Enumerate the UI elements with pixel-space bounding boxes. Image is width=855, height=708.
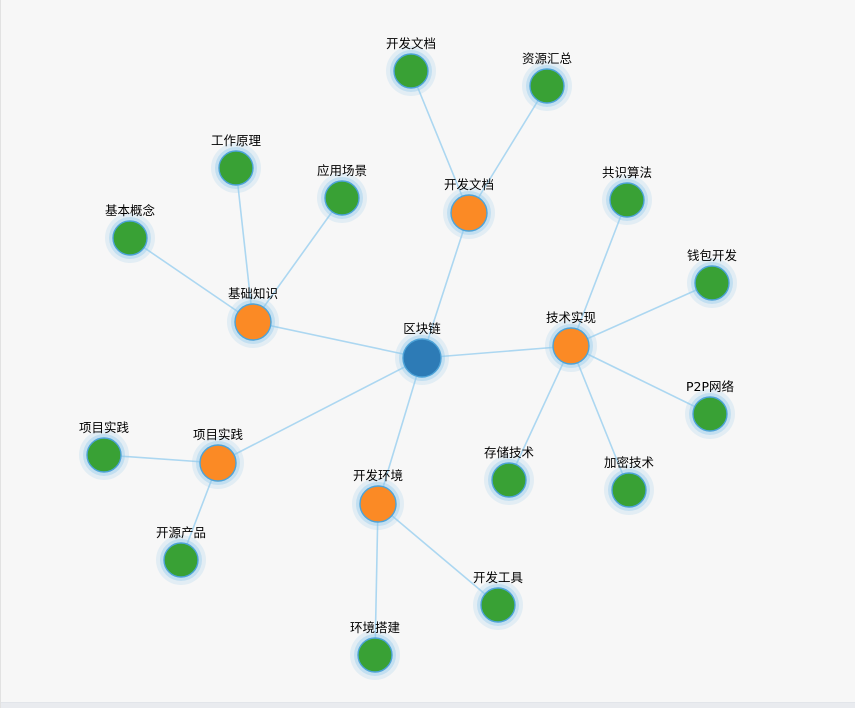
node-circle[interactable] (86, 437, 122, 473)
graph-edge-n5-n18 (374, 503, 379, 656)
graph-edge-n1-n7 (235, 167, 254, 323)
graph-node-n17[interactable] (156, 535, 206, 585)
graph-edge-n4-n16 (103, 454, 219, 464)
node-circle[interactable] (450, 194, 488, 232)
graph-edge-n0-n5 (377, 357, 423, 505)
node-circle[interactable] (692, 396, 728, 432)
graph-node-n0[interactable] (395, 331, 449, 385)
node-circle[interactable] (112, 220, 148, 256)
graph-edge-n3-n14 (570, 345, 630, 491)
graph-node-n2[interactable] (443, 187, 495, 239)
graph-node-n7[interactable] (211, 143, 261, 193)
graph-edge-n2-n9 (410, 70, 470, 214)
graph-node-n14[interactable] (604, 465, 654, 515)
bottom-scrollbar-track[interactable] (1, 702, 855, 708)
node-circle[interactable] (359, 485, 397, 523)
graph-node-n13[interactable] (685, 389, 735, 439)
node-circle[interactable] (393, 53, 429, 89)
node-circle[interactable] (480, 587, 516, 623)
node-circle[interactable] (611, 472, 647, 508)
node-circle[interactable] (609, 182, 645, 218)
node-circle[interactable] (218, 150, 254, 186)
graph-edge-n0-n2 (421, 212, 470, 359)
node-circle[interactable] (491, 462, 527, 498)
graph-edge-n3-n15 (508, 345, 572, 481)
graph-edge-n0-n1 (252, 321, 423, 359)
graph-edge-n3-n12 (570, 282, 713, 347)
node-circle[interactable] (163, 542, 199, 578)
graph-node-n10[interactable] (522, 61, 572, 111)
graph-node-n19[interactable] (473, 580, 523, 630)
graph-node-n11[interactable] (602, 175, 652, 225)
graph-edge-n1-n6 (129, 237, 254, 323)
node-circle[interactable] (357, 637, 393, 673)
graph-edge-n0-n3 (421, 345, 572, 359)
node-circle[interactable] (694, 265, 730, 301)
graph-edge-n0-n4 (217, 357, 423, 464)
graph-node-n1[interactable] (227, 296, 279, 348)
graph-edge-n5-n19 (377, 503, 499, 606)
graph-node-n16[interactable] (79, 430, 129, 480)
graph-node-n12[interactable] (687, 258, 737, 308)
graph-edge-n1-n8 (252, 197, 343, 323)
graph-node-n18[interactable] (350, 630, 400, 680)
graph-edge-n3-n11 (570, 199, 628, 347)
graph-node-n9[interactable] (386, 46, 436, 96)
node-circle[interactable] (234, 303, 272, 341)
node-circle[interactable] (529, 68, 565, 104)
node-circle[interactable] (324, 180, 360, 216)
graph-node-n6[interactable] (105, 213, 155, 263)
graph-node-n8[interactable] (317, 173, 367, 223)
graph-node-n5[interactable] (352, 478, 404, 530)
graph-node-n4[interactable] (192, 437, 244, 489)
graph-edge-n2-n10 (468, 85, 548, 214)
graph-edge-n3-n13 (570, 345, 711, 415)
node-circle[interactable] (199, 444, 237, 482)
graph-node-n3[interactable] (545, 320, 597, 372)
graph-node-n15[interactable] (484, 455, 534, 505)
node-circle[interactable] (402, 338, 442, 378)
node-circle[interactable] (552, 327, 590, 365)
